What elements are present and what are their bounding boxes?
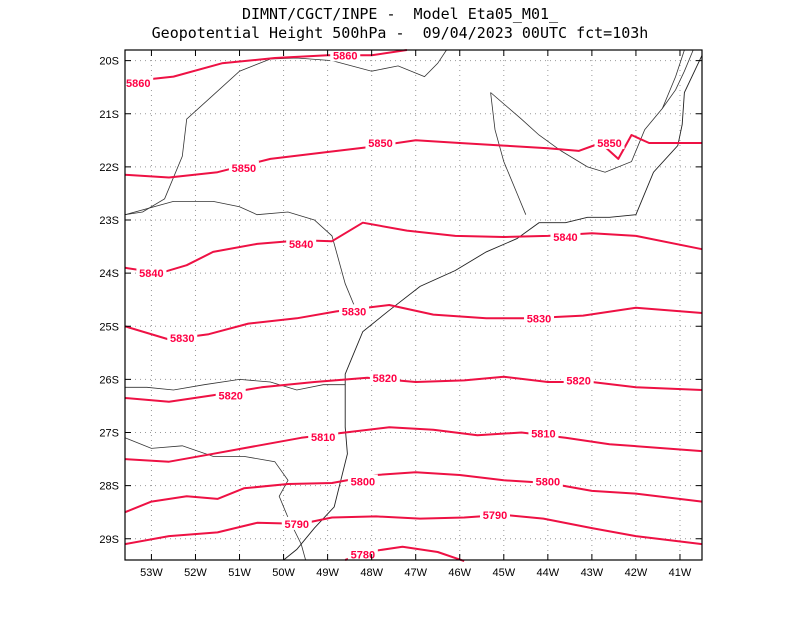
lon-tick-label: 43W [581,567,604,579]
contour-label-bg [347,474,378,488]
lat-tick-label: 24S [99,268,119,280]
contour-label-5800: 5800 [351,476,375,488]
contour-label-bg [228,160,259,174]
contour-5820 [124,375,703,403]
lon-tick-label: 44W [537,567,560,579]
contour-label-5810: 5810 [531,429,555,441]
contour-label-bg [347,547,378,561]
lat-lon-grid [125,50,702,560]
state-boundary-line [662,49,694,109]
map-title-line-1: DIMNT/CGCT/INPE - Model Eta05_M01_ [241,5,559,23]
contour-label-5820: 5820 [218,390,242,402]
contour-label-bg [365,135,396,149]
axis-ticks: 53W 52W 51W 50W 49W 48W 47W 46W 45W 44W 43W 42W 41W 2… [99,50,702,579]
map-title-line-2: Geopotential Height 500hPa - 09/04/2023 … [151,24,649,42]
contour-label-bg [369,370,400,384]
contour-label-bg [286,236,317,250]
contour-label-bg [479,507,510,521]
coastline [283,55,703,561]
state-boundary-line [125,378,346,391]
lat-tick-label: 27S [99,428,119,440]
contour-label-5830: 5830 [170,333,194,345]
contour-label-5790: 5790 [285,519,309,531]
lat-tick-label: 22S [99,162,119,174]
coastline-line [283,55,703,561]
contour-label-5780: 5780 [351,550,375,562]
contour-label-5860: 5860 [126,78,150,90]
lon-tick-label: 48W [360,567,383,579]
contour-label-bg [563,373,594,387]
lat-tick-label: 28S [99,481,119,493]
state-boundary-line [124,201,355,306]
contour-5840 [124,221,703,275]
contour-label-bg [330,48,361,62]
map-frame [124,49,703,561]
height-contours [124,49,703,563]
contour-label-bg [528,426,559,440]
contour-5800 [124,471,703,514]
state-boundary-line [124,49,447,216]
contour-label-5830: 5830 [342,306,366,318]
lat-tick-label: 26S [99,374,119,386]
contour-label-5820: 5820 [373,373,397,385]
lon-tick-label: 51W [228,567,251,579]
lon-tick-label: 53W [140,567,163,579]
contour-label-5850: 5850 [597,138,621,150]
contour-label-5850: 5850 [232,163,256,175]
contour-label-5830: 5830 [527,313,551,325]
contour-label-bg [532,474,563,488]
contour-label-bg [215,388,246,402]
lon-tick-label: 41W [669,567,692,579]
lat-tick-label: 23S [99,215,119,227]
contour-label-5810: 5810 [311,432,335,444]
contour-label-bg [308,429,339,443]
contour-label-5860: 5860 [333,50,357,62]
contour-label-5800: 5800 [536,476,560,488]
state-boundaries [124,49,694,561]
contour-label-bg [339,304,370,318]
contour-label-5850: 5850 [368,138,392,150]
contour-label-5820: 5820 [566,375,590,387]
lat-tick-label: 29S [99,534,119,546]
contour-5790 [124,513,703,546]
lon-tick-label: 45W [492,567,515,579]
contour-label-bg [123,75,154,89]
contour-label-5840: 5840 [289,239,313,251]
lon-tick-label: 46W [448,567,471,579]
lon-tick-label: 50W [272,567,295,579]
contour-label-bg [281,516,312,530]
contour-labels: 5860 5860 5850 5850 5850 5840 5840 5840 5830 5830… [123,48,625,562]
state-boundary-line [490,92,527,215]
contour-label-5840: 5840 [139,268,163,280]
contour-5810 [124,426,703,463]
lon-tick-label: 42W [625,567,648,579]
state-boundary-line [490,49,685,173]
contour-label-bg [167,330,198,344]
lat-tick-label: 20S [99,56,119,68]
contour-label-bg [594,135,625,149]
contour-label-5790: 5790 [483,510,507,522]
contour-label-bg [136,266,167,280]
lat-tick-label: 21S [99,109,119,121]
contour-5860 [124,49,408,83]
lon-tick-label: 47W [404,567,427,579]
contour-label-5840: 5840 [553,232,577,244]
lat-tick-label: 25S [99,321,119,333]
contour-label-bg [550,230,581,243]
contour-label-bg [524,311,555,325]
lon-tick-label: 49W [316,567,339,579]
lon-tick-label: 52W [184,567,207,579]
contour-5830 [124,304,703,341]
